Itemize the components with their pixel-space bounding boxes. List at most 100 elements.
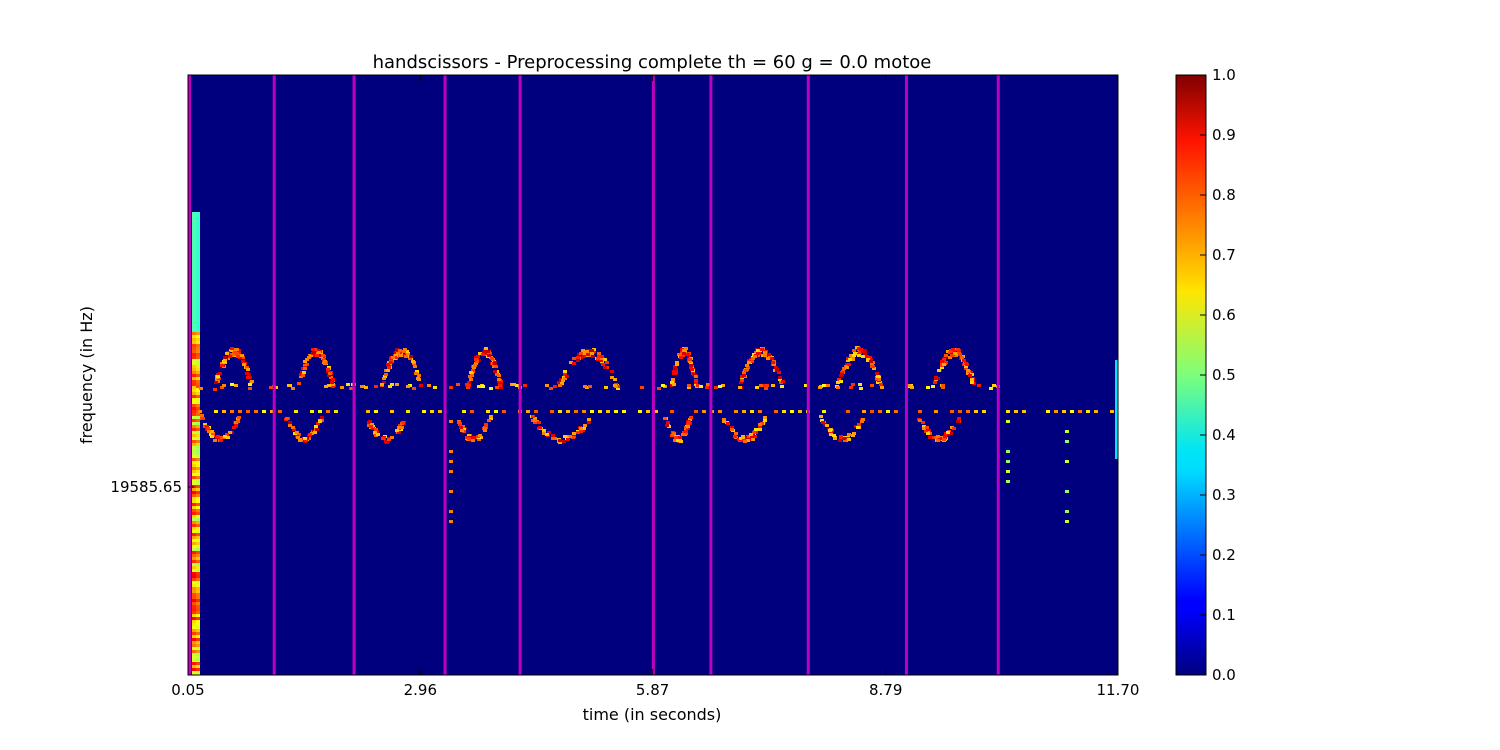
heatmap-cell-1529: [907, 384, 911, 387]
heatmap-cell-771: [406, 385, 410, 388]
heatmap-cell-204: [192, 518, 196, 521]
heatmap-cell-1081: [694, 375, 698, 378]
heatmap-cell-867: [458, 423, 462, 426]
heatmap-cell-1269: [780, 385, 784, 388]
heatmap-cell-1504: [924, 430, 928, 433]
heatmap-cell-815: [499, 386, 503, 389]
heatmap-cell-322: [318, 410, 322, 413]
heatmap-cell-562: [331, 383, 335, 386]
heatmap-cell-1514: [946, 431, 950, 434]
heatmap-cell-579: [321, 354, 325, 357]
heatmap-cell-932: [579, 352, 583, 355]
heatmap-cell-1519: [956, 420, 960, 423]
heatmap-cell-726: [371, 427, 375, 430]
heatmap-cell-1411: [943, 356, 947, 359]
heatmap-cell-270: [192, 617, 196, 620]
heatmap-cell-365: [798, 410, 802, 413]
heatmap-cell-216: [192, 536, 196, 539]
heatmap-cell-1498: [922, 427, 926, 430]
heatmap-cell-51: [196, 287, 200, 290]
heatmap-cell-1559: [1115, 378, 1118, 381]
heatmap-cell-200: [192, 512, 196, 515]
heatmap-cell-79: [196, 329, 200, 332]
heatmap-cell-1568: [1115, 405, 1118, 408]
heatmap-cell-1333: [868, 356, 872, 359]
heatmap-cell-1527: [941, 386, 945, 389]
heatmap-cell-185: [196, 488, 200, 491]
heatmap-cell-123: [196, 395, 200, 398]
heatmap-cell-187: [196, 491, 200, 494]
heatmap-cell-510: [220, 386, 224, 389]
heatmap-cell-146: [192, 431, 196, 434]
heatmap-cell-870: [483, 426, 487, 429]
heatmap-cell-516: [222, 384, 226, 387]
heatmap-cell-378: [966, 410, 970, 413]
heatmap-cell-55: [196, 293, 200, 296]
heatmap-cell-315: [246, 410, 250, 413]
heatmap-cell-1080: [672, 372, 676, 375]
heatmap-cell-1309: [858, 351, 862, 354]
heatmap-cell-318: [270, 410, 274, 413]
heatmap-cell-50: [192, 287, 196, 290]
heatmap-cell-279: [196, 629, 200, 632]
heatmap-cell-1226: [722, 418, 726, 421]
heatmap-cell-84: [192, 338, 196, 341]
heatmap-cell-1315: [857, 354, 861, 357]
heatmap-cell-1222: [756, 349, 760, 352]
heatmap-cell-311: [214, 410, 218, 413]
heatmap-cell-56: [192, 296, 196, 299]
heatmap-cell-450: [220, 364, 224, 367]
heatmap-cell-327: [390, 410, 394, 413]
heatmap-cell-966: [565, 375, 569, 378]
heatmap-cell-1545: [1006, 470, 1010, 473]
heatmap-cell-1521: [918, 419, 922, 422]
plot-area: [187, 74, 1119, 676]
heatmap-cell-1540: [449, 510, 453, 513]
heatmap-cell-1237: [763, 416, 767, 419]
heatmap-cell-551: [326, 370, 330, 373]
heatmap-cell-272: [192, 620, 196, 623]
heatmap-cell-19: [196, 239, 200, 242]
heatmap-cells: [192, 212, 1118, 675]
heatmap-cell-212: [192, 530, 196, 533]
heatmap-cell-1470: [968, 374, 972, 377]
heatmap-cell-347: [606, 410, 610, 413]
heatmap-cell-1163: [746, 366, 750, 369]
heatmap-cell-163: [196, 455, 200, 458]
heatmap-cell-1020: [583, 385, 587, 388]
heatmap-cell-1064: [692, 373, 696, 376]
heatmap-cell-834: [487, 354, 491, 357]
heatmap-cell-41: [196, 272, 200, 275]
heatmap-cell-761: [364, 386, 368, 389]
heatmap-cell-930: [583, 352, 587, 355]
heatmap-cell-1259: [743, 440, 747, 443]
heatmap-cell-380: [982, 410, 986, 413]
heatmap-cell-1133: [689, 416, 693, 419]
heatmap-cell-677: [408, 357, 412, 360]
heatmap-cell-1404: [870, 384, 874, 387]
heatmap-cell-1145: [706, 383, 710, 386]
heatmap-cell-97: [196, 356, 200, 359]
heatmap-cell-1576: [1115, 429, 1118, 432]
heatmap-cell-894: [477, 385, 481, 388]
heatmap-cell-835: [490, 357, 494, 360]
colorbar: 1.0 0.9 0.8 0.7 0.6 0.5 0.4 0.3 0.2 0.1 0.0: [1175, 66, 1236, 684]
heatmap-cell-288: [192, 644, 196, 647]
heatmap-cell-1367: [829, 433, 833, 436]
heatmap-cell-1584: [1115, 453, 1118, 456]
heatmap-cell-8: [192, 224, 196, 227]
heatmap-cell-134: [192, 413, 196, 416]
y-tick-label-0: 19585.65: [110, 478, 182, 496]
heatmap-cell-1358: [820, 419, 824, 422]
heatmap-cell-1327: [865, 355, 869, 358]
heatmap-cell-1463: [952, 350, 956, 353]
heatmap-cell-248: [192, 584, 196, 587]
heatmap-cell-1550: [1065, 490, 1069, 493]
heatmap-cell-1324: [872, 367, 876, 370]
heatmap-cell-1349: [857, 347, 861, 350]
heatmap-cell-1473: [958, 353, 962, 356]
heatmap-cell-1451: [970, 378, 974, 381]
heatmap-cell-704: [386, 369, 390, 372]
heatmap-cell-127: [196, 401, 200, 404]
heatmap-cell-962: [576, 359, 580, 362]
